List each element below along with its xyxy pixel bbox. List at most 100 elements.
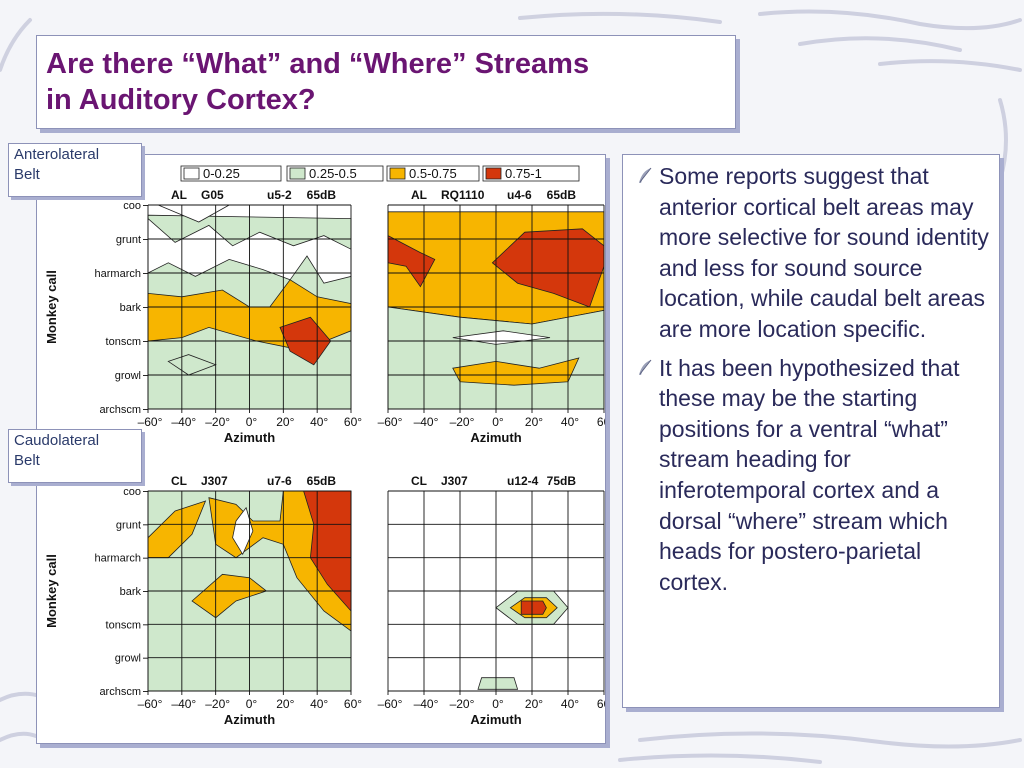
legend-label: 0-0.25 [203, 166, 240, 181]
legend-entry [482, 165, 580, 182]
x-tick-label: 0° [492, 415, 504, 429]
y-tick-label: bark [120, 586, 142, 598]
panel-id: J307 [441, 474, 468, 488]
x-tick-label: 40° [561, 697, 579, 711]
y-tick-label: tonscm [106, 619, 141, 631]
x-tick-label: –40° [414, 415, 439, 429]
x-tick-label: –60° [138, 697, 163, 711]
feather-quill-icon [639, 167, 652, 183]
panel-unit: u4-6 [507, 188, 532, 202]
response-region [452, 357, 580, 386]
tuning-panel: AL RQ1110 u4-6 65dB –60° –40° –20° 0° 20° 40° 60° A… [378, 188, 605, 445]
x-tick-label: 20° [276, 415, 294, 429]
response-region [232, 506, 254, 556]
panel-id: J307 [201, 474, 228, 488]
x-tick-label: 0° [492, 697, 504, 711]
y-tick-label: growl [115, 653, 141, 665]
x-tick-label: 0° [246, 697, 258, 711]
legend: 0-0.25 0.25-0.5 0.5-0.75 0.75-1 [180, 165, 580, 182]
bullet-list: Some reports suggest that anterior corti… [623, 155, 999, 597]
panel-area: AL [171, 188, 187, 202]
bullet-item: It has been hypothesized that these may … [637, 353, 989, 598]
anterolateral-label-line-1: Anterolateral [14, 146, 100, 163]
tuning-figure: 0-0.25 0.25-0.5 0.5-0.75 0.75-1 AL G05 u5-2 65… [44, 165, 605, 727]
x-tick-label: 60° [344, 697, 362, 711]
legend-entry [386, 165, 480, 182]
y-tick-label: archscm [99, 686, 141, 698]
slide-title: Are there “What” and “Where” Streams in … [46, 46, 589, 118]
legend-label: 0.75-1 [505, 166, 542, 181]
anterolateral-belt-label: Anterolateral Belt [8, 143, 142, 197]
panel-level: 75dB [547, 474, 577, 488]
plots: AL G05 u5-2 65dB coo grunt harmarch bark tonscm g… [44, 188, 605, 727]
x-tick-label: 60° [597, 415, 605, 429]
legend-label: 0.25-0.5 [309, 166, 357, 181]
panel-level: 65dB [307, 188, 337, 202]
x-axis-title: Azimuth [224, 712, 275, 727]
x-tick-label: 40° [561, 415, 579, 429]
caudolateral-belt-label: Caudolateral Belt [8, 429, 142, 483]
title-line-1: Are there “What” and “Where” Streams [46, 48, 590, 80]
x-tick-label: –40° [171, 697, 196, 711]
x-tick-label: 60° [597, 697, 605, 711]
x-tick-label: 20° [525, 697, 543, 711]
tuning-panel: AL G05 u5-2 65dB coo grunt harmarch bark tonscm g… [44, 188, 362, 445]
title-box: Are there “What” and “Where” Streams in … [36, 35, 736, 129]
legend-label: 0.5-0.75 [409, 166, 457, 181]
x-axis-title: Azimuth [470, 430, 521, 445]
response-region [477, 677, 519, 690]
tuning-panel: CL J307 u12-4 75dB –60° –40° –20° 0° 20° 40° 60° Az… [378, 474, 605, 727]
y-tick-label: growl [115, 370, 141, 382]
legend-swatch [389, 167, 406, 180]
bullet-text: Some reports suggest that anterior corti… [659, 163, 989, 342]
x-tick-label: –60° [378, 697, 403, 711]
panel-unit: u7-6 [267, 474, 292, 488]
panel-id: RQ1110 [441, 188, 485, 202]
feather-quill-icon [639, 359, 652, 375]
panel-level: 65dB [307, 474, 337, 488]
x-axis-title: Azimuth [470, 712, 521, 727]
x-tick-label: 20° [276, 697, 294, 711]
y-tick-label: coo [123, 200, 141, 212]
y-tick-label: coo [123, 486, 141, 498]
text-panel: Some reports suggest that anterior corti… [622, 154, 1000, 708]
x-tick-label: –60° [138, 415, 163, 429]
bullet-item: Some reports suggest that anterior corti… [637, 161, 989, 345]
panel-area: AL [411, 188, 427, 202]
tuning-panel: CL J307 u7-6 65dB coo grunt harmarch bark tonscm… [44, 474, 362, 727]
x-tick-label: –40° [171, 415, 196, 429]
panel-area: CL [411, 474, 427, 488]
y-tick-label: tonscm [106, 336, 141, 348]
y-axis-title: Monkey call [44, 554, 59, 628]
x-tick-label: 40° [310, 415, 328, 429]
legend-swatch [485, 167, 502, 180]
x-tick-label: 40° [310, 697, 328, 711]
x-axis-title: Azimuth [224, 430, 275, 445]
caudolateral-label-line-1: Caudolateral [14, 432, 100, 449]
y-tick-label: archscm [99, 404, 141, 416]
panel-level: 65dB [547, 188, 577, 202]
anterolateral-label-line-2: Belt [14, 166, 40, 183]
x-tick-label: 0° [246, 415, 258, 429]
caudolateral-label-line-2: Belt [14, 452, 40, 469]
panel-id: G05 [201, 188, 224, 202]
panel-unit: u5-2 [267, 188, 292, 202]
x-tick-label: 20° [525, 415, 543, 429]
y-tick-label: harmarch [95, 268, 141, 280]
x-tick-label: 60° [344, 415, 362, 429]
x-tick-label: –60° [378, 415, 403, 429]
x-tick-label: –20° [205, 415, 230, 429]
legend-swatch [183, 167, 200, 180]
legend-entry [286, 165, 384, 182]
y-tick-label: grunt [116, 519, 141, 531]
legend-swatch [289, 167, 306, 180]
bullet-text: It has been hypothesized that these may … [659, 354, 960, 595]
x-tick-label: –20° [450, 697, 475, 711]
panel-unit: u12-4 [507, 474, 539, 488]
response-region [520, 600, 547, 615]
y-tick-label: bark [120, 302, 142, 314]
y-tick-label: harmarch [95, 553, 141, 565]
figure-panel: 0-0.25 0.25-0.5 0.5-0.75 0.75-1 AL G05 u5-2 65… [36, 154, 606, 744]
y-axis-title: Monkey call [44, 270, 59, 344]
